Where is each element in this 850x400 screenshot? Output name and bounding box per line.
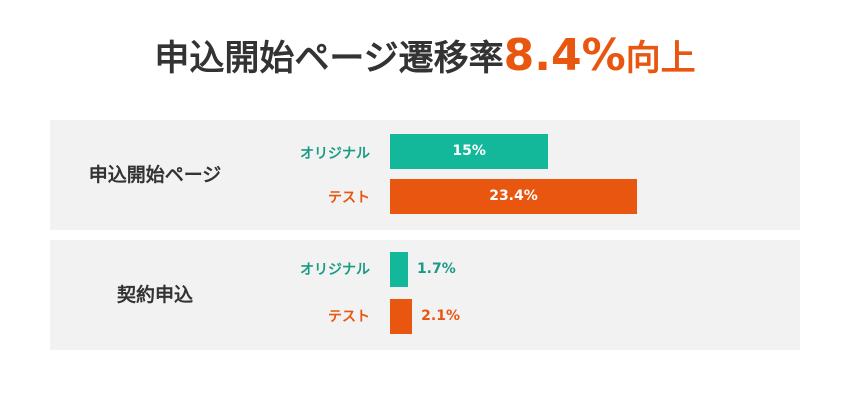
bar-original xyxy=(390,134,549,169)
bar-test xyxy=(390,179,637,214)
series-label-original: オリジナル xyxy=(300,262,370,278)
series-label-test: テスト xyxy=(328,309,370,325)
data-label-test: 2.1% xyxy=(421,308,460,324)
title-lead: 申込開始ページ遷移率 xyxy=(154,39,504,79)
data-label-test: 23.4% xyxy=(489,188,538,204)
data-label-original: 1.7% xyxy=(416,261,456,277)
page-title: 申込開始ページ遷移率8.4%向上 xyxy=(0,30,850,90)
title-accent-value: 8.4% xyxy=(503,30,626,81)
category-panel-apply-start: 申込開始ページ オリジナル 15% テスト 23.4% xyxy=(50,120,800,230)
bar-test xyxy=(390,299,413,334)
category-label: 契約申込 xyxy=(116,284,193,306)
bar-original xyxy=(390,252,408,287)
category-panel-contract-apply: 契約申込 オリジナル 1.7% テスト 2.1% xyxy=(50,240,800,350)
data-label-original: 15% xyxy=(452,143,486,159)
series-label-original: オリジナル xyxy=(300,146,370,162)
title-tail: 向上 xyxy=(625,39,696,79)
category-label: 申込開始ページ xyxy=(88,164,222,186)
series-label-test: テスト xyxy=(328,190,370,206)
